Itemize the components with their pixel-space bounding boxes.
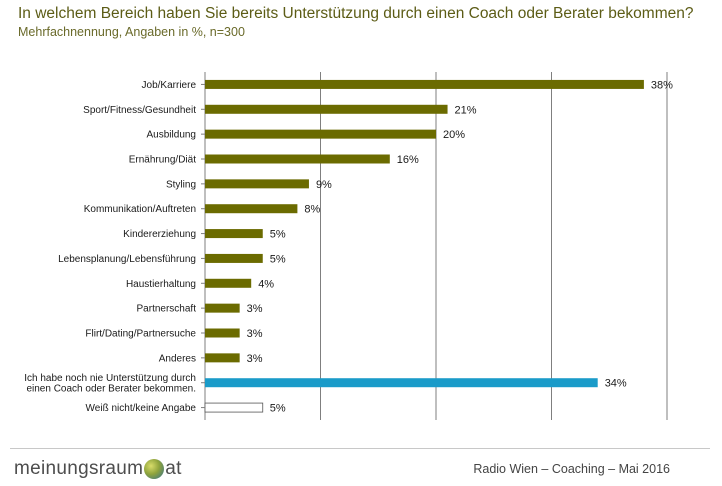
bar-10 [205, 328, 240, 338]
category-label: Job/Karriere [142, 80, 197, 91]
logo-text-right: at [165, 458, 182, 479]
globe-icon [144, 459, 165, 479]
category-label: Kommunikation/Auftreten [84, 204, 196, 215]
bar-0 [205, 79, 644, 89]
bar-8 [205, 278, 252, 288]
category-label: Kindererziehung [123, 229, 196, 240]
category-label: Haustierhaltung [126, 279, 196, 290]
value-label: 21% [455, 104, 477, 116]
meinungsraum-logo: meinungsraum at [14, 455, 182, 483]
value-label: 8% [304, 204, 320, 216]
value-label: 3% [247, 353, 263, 365]
value-label: 3% [247, 303, 263, 315]
category-label: Anderes [159, 353, 196, 364]
category-label: Ausbildung [147, 130, 196, 141]
bar-11 [205, 353, 240, 363]
footer-divider [10, 448, 710, 449]
value-label: 34% [605, 378, 627, 390]
value-label: 3% [247, 328, 263, 340]
category-label: Sport/Fitness/Gesundheit [83, 105, 196, 116]
category-label: Lebensplanung/Lebensführung [58, 254, 196, 265]
chart-subtitle: Mehrfachnennung, Angaben in %, n=300 [18, 25, 245, 39]
bar-chart: Job/Karriere 38% Sport/Fitness/Gesundheit 2… [24, 72, 673, 420]
bar-3 [205, 154, 390, 164]
value-label: 20% [443, 129, 465, 141]
value-label: 4% [258, 278, 274, 290]
value-label: 5% [270, 403, 286, 415]
category-label: Weiß nicht/keine Angabe [86, 403, 197, 414]
category-label: Flirt/Dating/Partnersuche [85, 329, 196, 340]
bar-9 [205, 303, 240, 313]
source-note: Radio Wien – Coaching – Mai 2016 [473, 462, 670, 476]
category-label: Styling [166, 179, 196, 190]
value-label: 5% [270, 229, 286, 241]
category-label: Ich habe noch nie Unterstützung durch ein… [24, 373, 196, 395]
logo-text-left: meinungsraum [14, 458, 144, 479]
value-label: 38% [651, 79, 673, 91]
value-label: 16% [397, 154, 419, 166]
bar-1 [205, 104, 448, 114]
bar-6 [205, 229, 263, 239]
bar-5 [205, 204, 298, 214]
category-label: Partnerschaft [137, 304, 197, 315]
bar-7 [205, 253, 263, 263]
chart-title: In welchem Bereich haben Sie bereits Unt… [18, 5, 694, 22]
bar-12 [205, 378, 598, 388]
bar-2 [205, 129, 436, 139]
bar-4 [205, 179, 309, 189]
value-label: 5% [270, 253, 286, 265]
bar-13 [204, 402, 264, 413]
value-label: 9% [316, 179, 332, 191]
category-label: Ernährung/Diät [129, 155, 196, 166]
